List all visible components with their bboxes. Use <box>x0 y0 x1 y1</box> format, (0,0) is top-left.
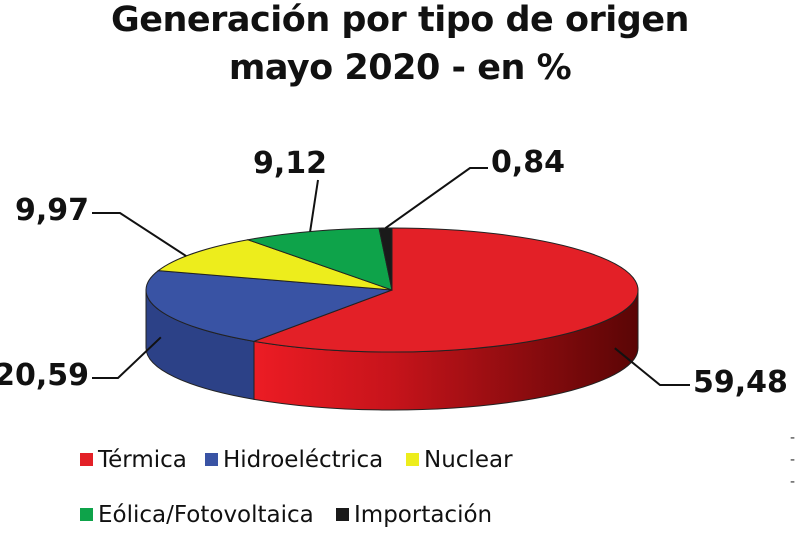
legend-item-nuclear: Nuclear <box>406 447 513 473</box>
legend-item-termica: Térmica <box>80 447 187 473</box>
data-label-termica: 59,48 <box>693 365 788 400</box>
slice-hidroelectrica <box>145 270 393 342</box>
legend-label-nuclear: Nuclear <box>424 447 513 473</box>
side-mark: - <box>790 452 796 468</box>
data-label-importacion: 0,84 <box>491 145 565 180</box>
data-label-nuclear: 9,97 <box>15 193 89 228</box>
leader-line-nuclear <box>92 212 187 257</box>
slice-eolica <box>245 227 393 291</box>
slice-termica <box>252 227 639 353</box>
data-label-hidroelectrica: 20,59 <box>0 358 89 393</box>
legend-item-eolica: Eólica/Fotovoltaica <box>80 502 314 528</box>
legend-swatch-importacion <box>336 508 349 521</box>
leader-line-hidroelectrica <box>92 336 162 379</box>
legend-label-eolica: Eólica/Fotovoltaica <box>98 502 314 528</box>
legend-label-termica: Térmica <box>98 447 187 473</box>
legend-swatch-nuclear <box>406 453 419 466</box>
legend-swatch-hidroelectrica <box>205 453 218 466</box>
legend-label-hidroelectrica: Hidroeléctrica <box>223 447 384 473</box>
legend-swatch-termica <box>80 453 93 466</box>
leader-line-termica <box>614 347 690 386</box>
slice-importacion <box>378 227 393 291</box>
side-mark: - <box>790 474 796 490</box>
side-mark: - <box>790 430 796 446</box>
data-label-eolica: 9,12 <box>253 146 327 181</box>
legend-item-importacion: Importación <box>336 502 492 528</box>
legend-swatch-eolica <box>80 508 93 521</box>
leader-line-eolica <box>309 179 319 232</box>
chart-title-line-1: Generación por tipo de origen <box>111 0 689 40</box>
slice-nuclear <box>157 239 393 291</box>
chart-title-line-2: mayo 2020 - en % <box>228 48 572 88</box>
legend-item-hidroelectrica: Hidroeléctrica <box>205 447 383 473</box>
leader-line-importacion <box>384 167 488 229</box>
legend-label-importacion: Importación <box>354 502 493 528</box>
